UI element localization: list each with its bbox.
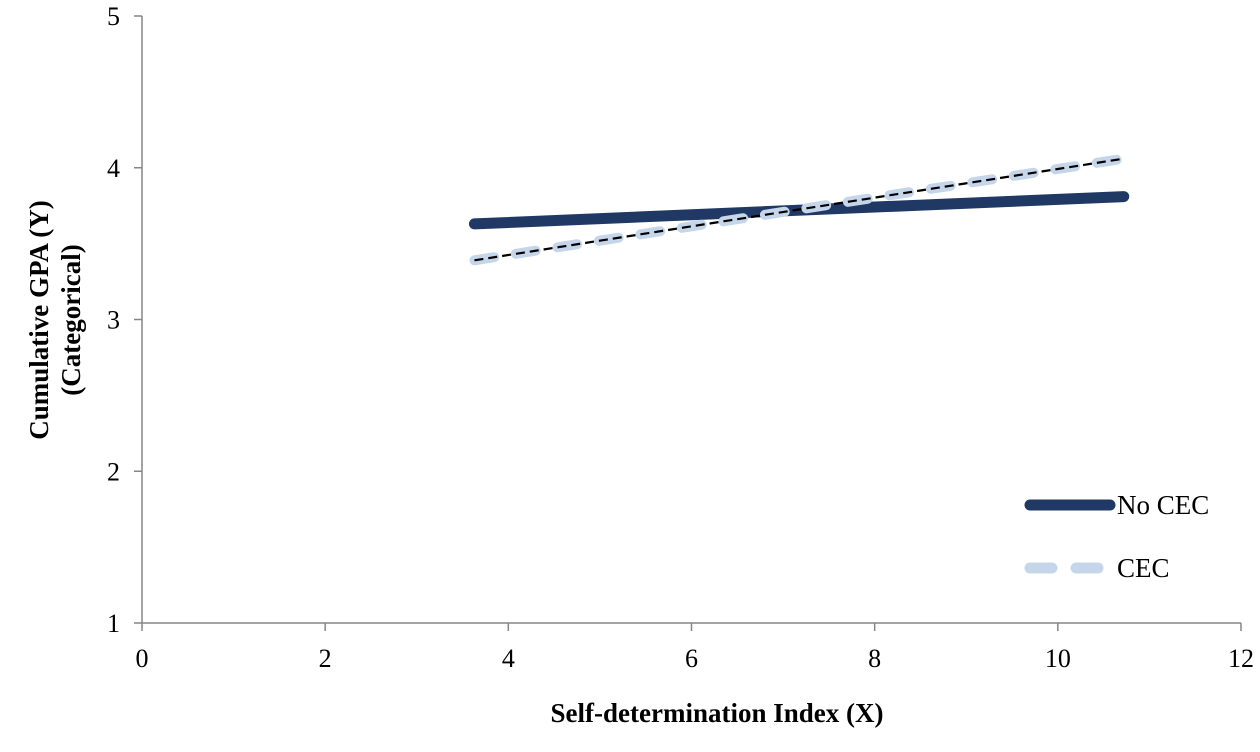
y-axis-title-line1: Cumulative GPA (Y) [24,200,54,439]
y-tick-label: 1 [107,609,120,638]
x-tick-label: 2 [319,644,332,673]
series-lines [468,153,1130,266]
x-tick-label: 10 [1045,644,1071,673]
y-axis-title-line2: (Categorical) [56,244,86,395]
legend-label: CEC [1117,553,1170,583]
legend: No CEC CEC [1024,490,1209,583]
y-tick-label: 3 [107,306,120,335]
x-tick-label: 0 [136,644,149,673]
x-tick-label: 8 [868,644,881,673]
x-tick-label: 4 [502,644,515,673]
x-axis-title: Self-determination Index (X) [551,698,884,728]
x-tick-label: 6 [685,644,698,673]
y-tick-label: 2 [107,457,120,486]
axes [134,15,1242,631]
y-tick-label: 5 [107,2,120,31]
legend-label: No CEC [1117,490,1209,520]
x-tick-label: 12 [1228,644,1254,673]
y-tick-label: 4 [107,154,120,183]
trendline [474,157,1124,262]
